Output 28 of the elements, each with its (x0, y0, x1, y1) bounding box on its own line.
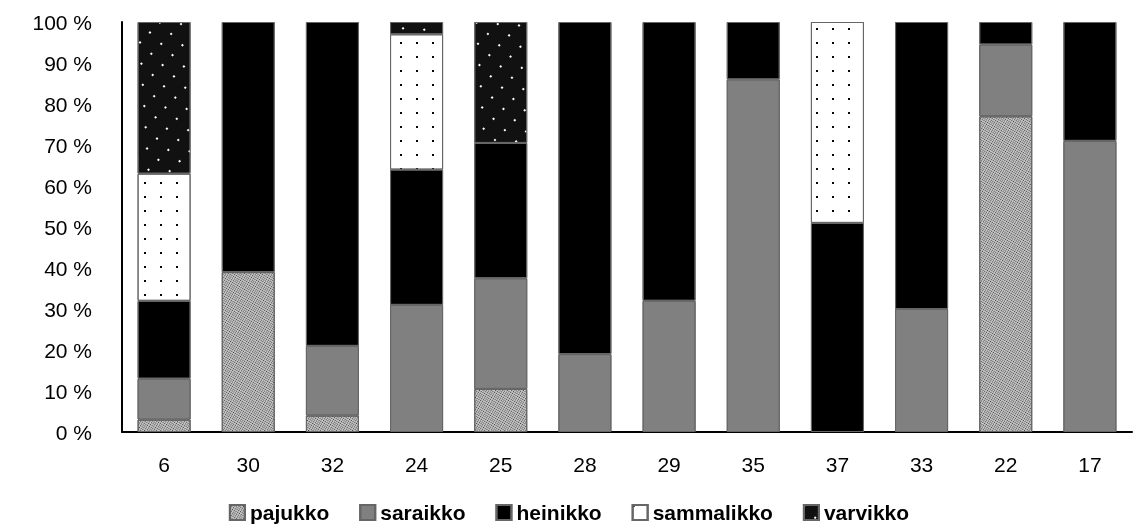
legend-label: sammalikko (652, 501, 773, 524)
y-tick-label: 50 % (44, 215, 92, 239)
y-tick-label: 20 % (44, 338, 92, 362)
x-tick-label: 24 (404, 453, 429, 476)
y-tick-label: 0 % (55, 420, 92, 444)
x-tick-label: 28 (573, 453, 597, 476)
x-tick-label: 37 (825, 453, 850, 476)
legend-label: saraikko (380, 501, 466, 524)
x-tick-label: 33 (909, 453, 934, 476)
y-tick-label: 40 % (44, 256, 92, 280)
x-tick-label: 30 (236, 453, 260, 476)
x-tick-label: 35 (741, 453, 765, 476)
x-tick-label: 17 (1078, 453, 1102, 476)
y-tick-label: 30 % (44, 297, 92, 321)
y-tick-label: 70 % (44, 133, 92, 157)
x-tick-label: 25 (489, 453, 513, 476)
y-tick-label: 80 % (44, 92, 92, 116)
legend-label: pajukko (249, 501, 330, 524)
x-tick-label: 6 (158, 453, 170, 476)
x-tick-label: 22 (994, 453, 1018, 476)
y-tick-label: 100 % (32, 10, 92, 34)
legend-label: heinikko (516, 501, 602, 524)
y-tick-label: 10 % (44, 379, 92, 403)
x-tick-label: 29 (657, 453, 681, 476)
x-tick-label: 32 (320, 453, 345, 476)
y-tick-label: 90 % (44, 51, 92, 75)
y-tick-label: 60 % (44, 174, 92, 198)
legend-label: varvikko (823, 501, 910, 524)
